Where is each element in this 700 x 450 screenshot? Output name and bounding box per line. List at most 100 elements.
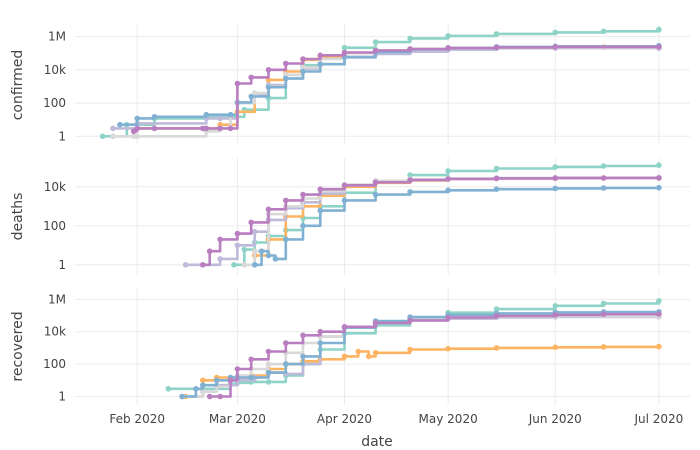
data-point (317, 328, 324, 335)
data-point (372, 47, 379, 54)
data-point (234, 242, 241, 249)
data-point (407, 172, 413, 178)
data-point (200, 382, 206, 389)
data-point (493, 313, 500, 319)
y-axis-title: recovered (10, 311, 26, 381)
data-point (600, 311, 607, 318)
data-point (234, 366, 241, 372)
data-point (234, 230, 241, 237)
data-point (341, 44, 348, 51)
data-point (317, 340, 324, 346)
data-point (110, 125, 116, 132)
data-point (213, 377, 220, 384)
x-axis-title: date (361, 434, 393, 450)
data-point (182, 262, 189, 268)
data-point (151, 125, 158, 132)
data-point (372, 320, 379, 326)
y-tick-label: 10k (44, 325, 66, 339)
data-point (206, 248, 213, 254)
data-point (241, 246, 248, 253)
data-point (265, 252, 272, 259)
data-point (552, 44, 559, 50)
data-point (265, 361, 272, 367)
data-point (117, 121, 123, 128)
data-point (248, 374, 254, 381)
data-point (251, 262, 258, 268)
data-point (372, 191, 379, 198)
data-point (283, 197, 289, 204)
data-point (251, 228, 258, 235)
data-point (355, 348, 362, 355)
data-point (165, 386, 172, 392)
data-point (265, 348, 272, 355)
series-recovered-4 (179, 309, 662, 400)
data-point (445, 187, 451, 194)
data-point (407, 346, 413, 353)
x-tick-label: Feb 2020 (109, 412, 165, 426)
data-point (227, 377, 234, 384)
data-point (407, 317, 413, 324)
series-line (208, 312, 661, 398)
data-point (341, 353, 348, 360)
x-tick-label: Apr 2020 (317, 412, 372, 426)
data-point (317, 52, 324, 59)
y-tick-label: 1 (58, 390, 66, 404)
panel-confirmed: 1 100 10k 1M confirmed (10, 25, 690, 145)
data-point (493, 306, 500, 312)
data-point (283, 361, 289, 367)
data-point (600, 185, 607, 191)
data-point (151, 114, 158, 120)
data-point (234, 80, 241, 87)
data-point (200, 262, 206, 268)
data-point (217, 125, 223, 132)
data-point (317, 207, 324, 214)
data-point (134, 115, 140, 122)
y-axis-title: deaths (10, 193, 26, 241)
data-point (300, 64, 306, 71)
data-point (341, 49, 348, 56)
data-point (300, 223, 306, 229)
data-point (552, 175, 559, 181)
data-point (656, 184, 662, 191)
data-point (217, 115, 223, 122)
data-point (265, 379, 272, 385)
data-point (493, 44, 500, 51)
data-point (656, 175, 662, 181)
data-point (203, 125, 210, 132)
data-point (300, 332, 306, 339)
data-point (445, 176, 451, 182)
series-recovered-3 (179, 313, 662, 400)
data-point (600, 163, 607, 169)
y-tick-label: 1 (58, 129, 66, 143)
data-point (445, 168, 451, 174)
data-point (552, 303, 559, 309)
data-point (493, 345, 500, 351)
data-point (248, 356, 254, 363)
data-point (217, 393, 223, 400)
data-point (552, 312, 559, 318)
data-point (445, 33, 451, 39)
series-line (180, 310, 661, 398)
data-point (272, 256, 279, 262)
data-point (241, 262, 248, 268)
data-point (265, 206, 272, 213)
data-point (341, 324, 348, 330)
data-point (600, 300, 607, 307)
data-point (134, 133, 140, 140)
data-point (372, 350, 379, 356)
data-point (265, 369, 272, 376)
y-tick-label: 100 (43, 357, 66, 371)
data-point (99, 133, 106, 140)
data-point (300, 191, 306, 198)
data-point (251, 90, 258, 96)
data-point (179, 393, 185, 400)
data-point (203, 111, 210, 118)
y-tick-label: 100 (43, 219, 66, 233)
data-point (317, 61, 324, 67)
y-tick-label: 10k (44, 180, 66, 194)
series-confirmed-3 (110, 44, 662, 140)
series-deaths-4 (251, 184, 662, 268)
series-line (180, 314, 661, 398)
data-point (206, 393, 213, 400)
